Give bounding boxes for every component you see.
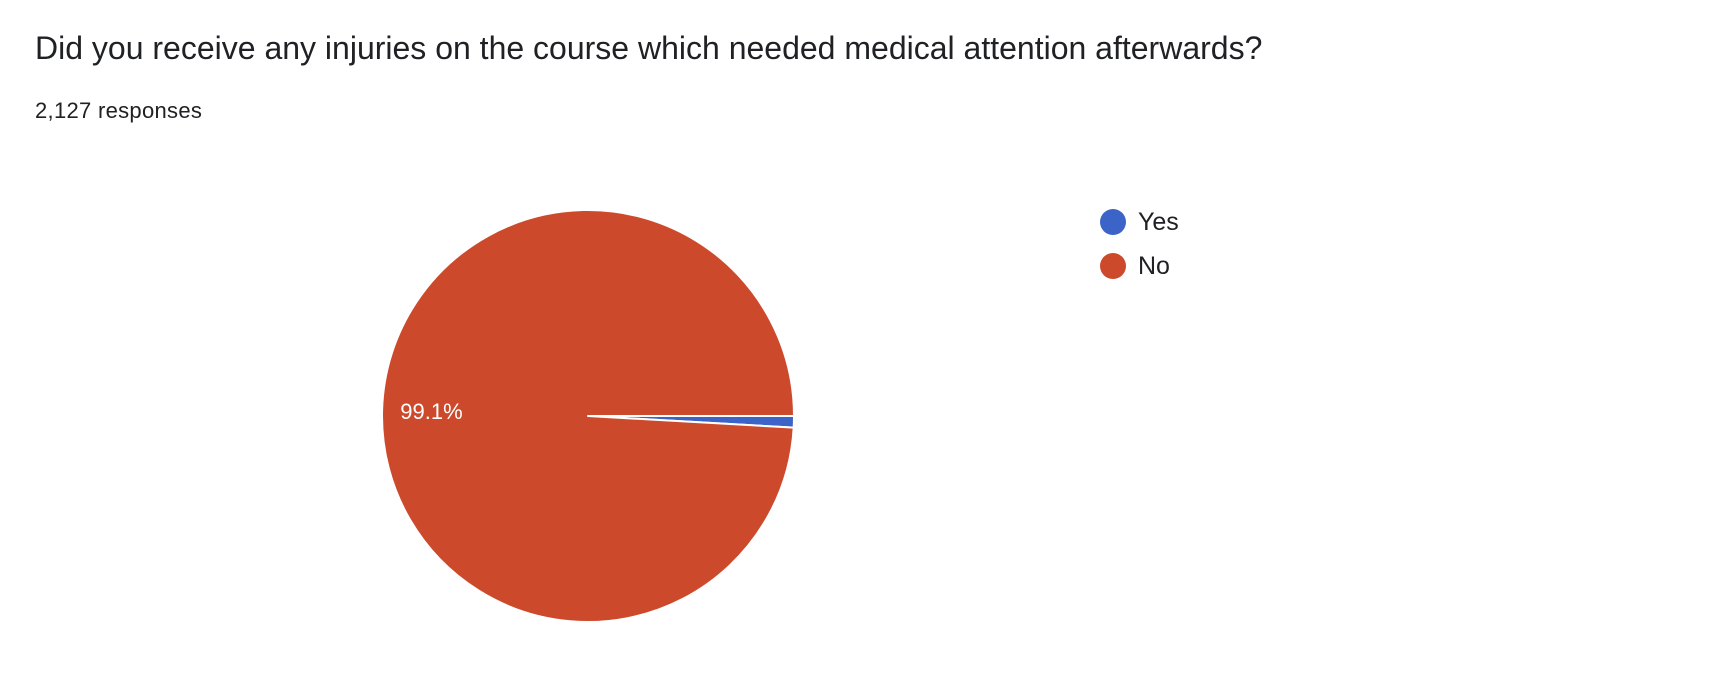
legend-swatch-yes (1100, 209, 1126, 235)
legend-item-no[interactable]: No (1100, 251, 1179, 281)
pie-slices (381, 209, 795, 623)
legend-label-yes: Yes (1138, 208, 1179, 236)
response-count: 2,127 responses (35, 98, 203, 123)
legend-item-yes[interactable]: Yes (1100, 207, 1179, 237)
chart-legend: Yes No (1100, 207, 1179, 295)
legend-swatch-no (1100, 253, 1126, 279)
pie-slice-label-no: 99.1% (400, 399, 462, 424)
question-title: Did you receive any injuries on the cour… (35, 30, 1263, 66)
pie-slice-no[interactable] (381, 209, 795, 623)
legend-label-no: No (1138, 252, 1170, 280)
pie-slice-labels: 99.1% (400, 399, 462, 424)
